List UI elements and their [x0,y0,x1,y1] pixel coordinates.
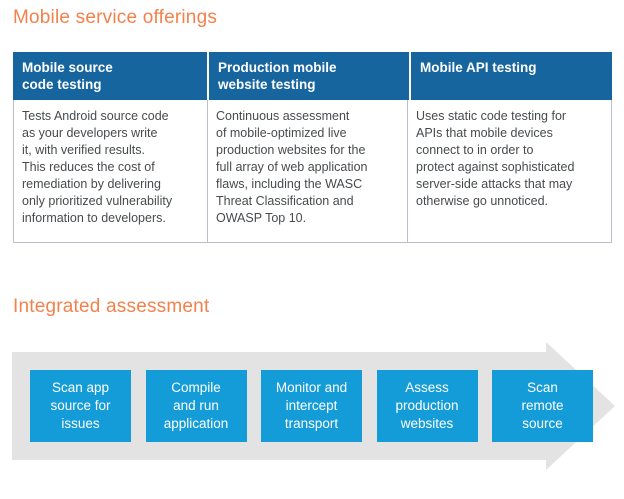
assessment-section-title: Integrated assessment [13,296,210,317]
offerings-header-cell: Mobile API testing [411,52,612,100]
flow-step-box: Monitor and intercept transport [261,370,362,442]
offerings-header-cell: Mobile source code testing [13,52,207,100]
flow-step-box: Scan remote source [492,370,593,442]
assessment-flow: Scan app source for issues Compile and r… [0,335,624,499]
offerings-body-cell: Continuous assessment of mobile-optimize… [208,100,408,242]
offerings-body-cell: Tests Android source code as your develo… [14,100,208,242]
flow-step-box: Scan app source for issues [30,370,131,442]
flow-steps: Scan app source for issues Compile and r… [30,370,593,442]
flow-step-box: Assess production websites [376,370,478,442]
offerings-table: Mobile source code testing Production mo… [13,52,612,243]
offerings-table-body-row: Tests Android source code as your develo… [13,100,612,243]
offerings-table-header-row: Mobile source code testing Production mo… [13,52,612,100]
offerings-header-cell: Production mobile website testing [209,52,409,100]
offerings-body-cell: Uses static code testing for APIs that m… [416,109,575,208]
flow-step-box: Compile and run application [145,370,247,442]
offerings-section-title: Mobile service offerings [13,7,218,28]
